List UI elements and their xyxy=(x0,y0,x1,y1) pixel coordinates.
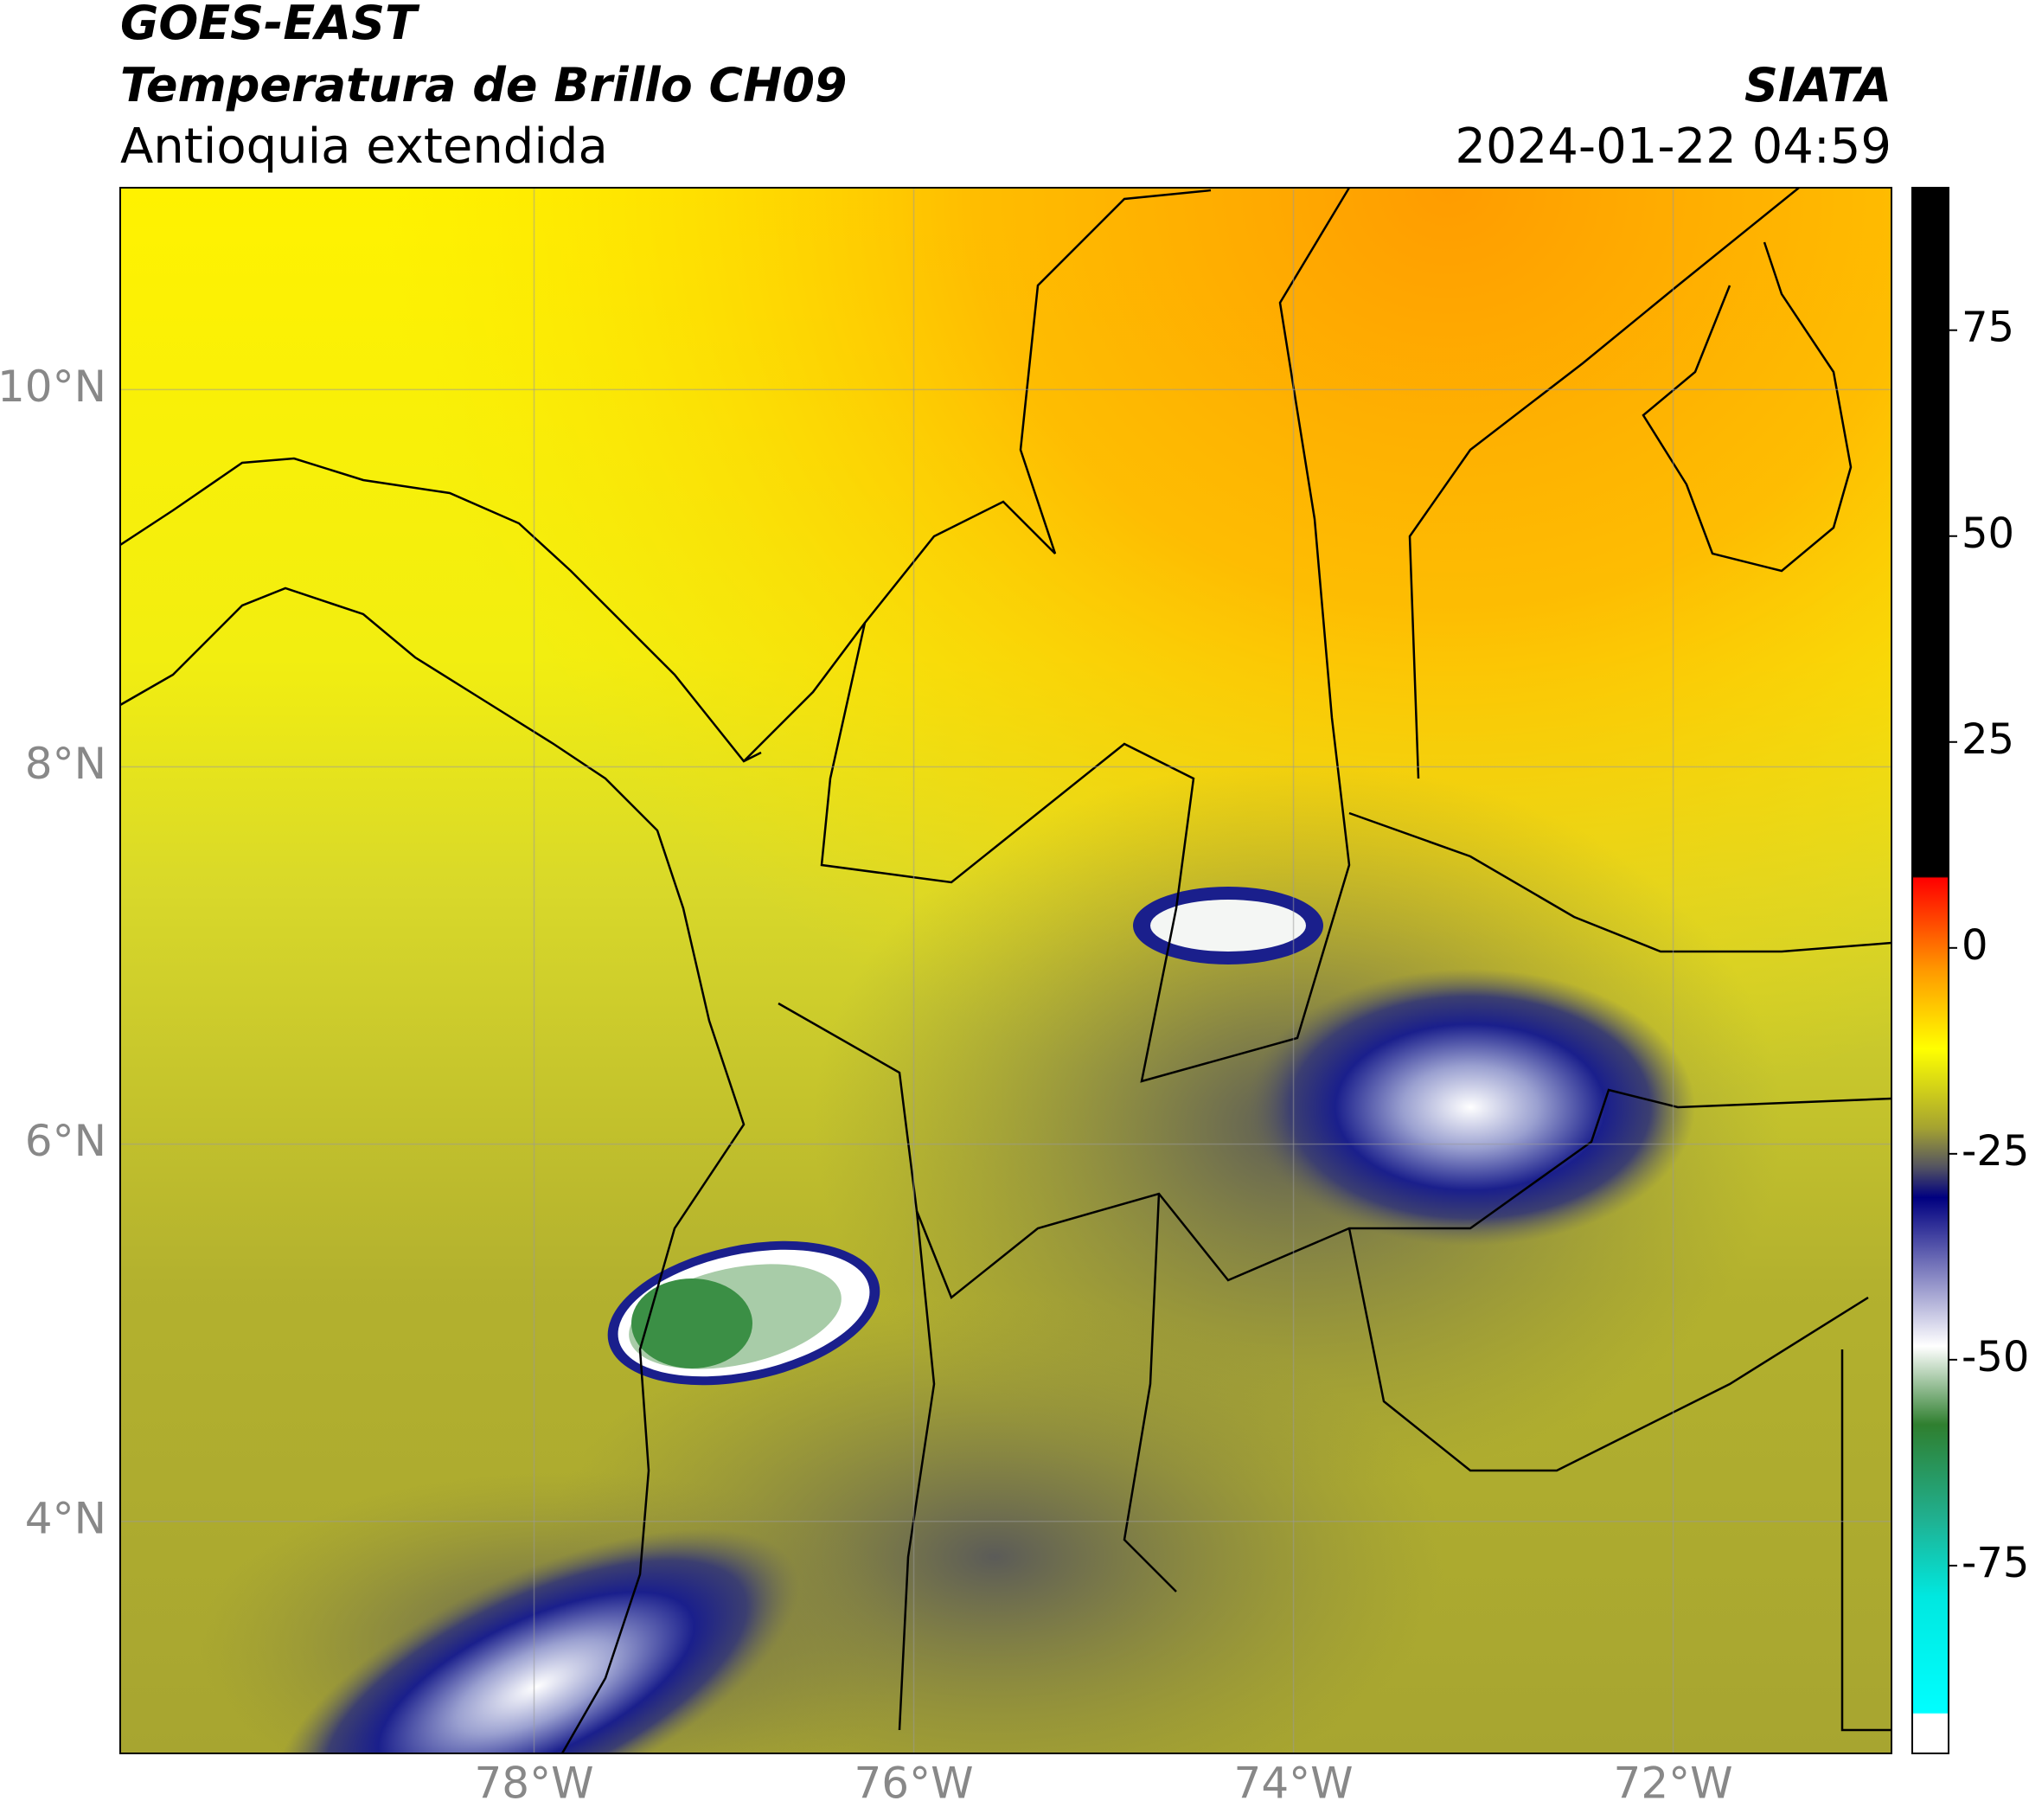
coastline xyxy=(120,586,746,1753)
y-tick-label: 4°N xyxy=(25,1493,106,1543)
y-tick-label: 10°N xyxy=(0,362,106,412)
storm-cell xyxy=(1245,969,1695,1246)
grid xyxy=(120,188,1891,1753)
x-tick-label: 72°W xyxy=(1614,1759,1733,1809)
colorbar xyxy=(1911,187,1949,1754)
boundary xyxy=(820,188,1351,1083)
storm-cell xyxy=(1150,900,1306,952)
boundary xyxy=(1408,188,1800,779)
coastline xyxy=(743,189,1212,762)
x-tick-label: 78°W xyxy=(474,1759,593,1809)
colorbar-tick-label: 75 xyxy=(1962,304,2014,352)
y-tick-label: 8°N xyxy=(25,739,106,789)
colorbar-tick-label: -75 xyxy=(1962,1539,2029,1587)
storm-cell xyxy=(631,1278,752,1368)
x-tick-label: 74°W xyxy=(1234,1759,1354,1809)
colorbar-tick-label: 0 xyxy=(1962,921,1988,970)
storm-cell xyxy=(272,1528,800,1753)
coastline xyxy=(1642,241,1853,573)
colorbar-tick-label: -25 xyxy=(1962,1127,2029,1176)
coastline xyxy=(120,457,762,763)
source: SIATA xyxy=(1744,58,1891,112)
colorbar-tick-label: 25 xyxy=(1962,715,2014,764)
boundary xyxy=(898,1193,1891,1732)
region: Antioquia extendida xyxy=(120,119,608,175)
y-tick-label: 6°N xyxy=(25,1116,106,1166)
colorbar-tick-label: -50 xyxy=(1962,1333,2029,1381)
title: GOES-EAST xyxy=(120,0,420,50)
timestamp: 2024-01-22 04:59 xyxy=(1455,119,1891,175)
map-image xyxy=(120,188,1891,1753)
boundary xyxy=(1348,811,1891,953)
map-frame xyxy=(119,187,1892,1754)
colorbar-tick-label: 50 xyxy=(1962,509,2014,558)
subtitle: Temperatura de Brillo CH09 xyxy=(120,58,848,112)
x-tick-label: 76°W xyxy=(854,1759,974,1809)
